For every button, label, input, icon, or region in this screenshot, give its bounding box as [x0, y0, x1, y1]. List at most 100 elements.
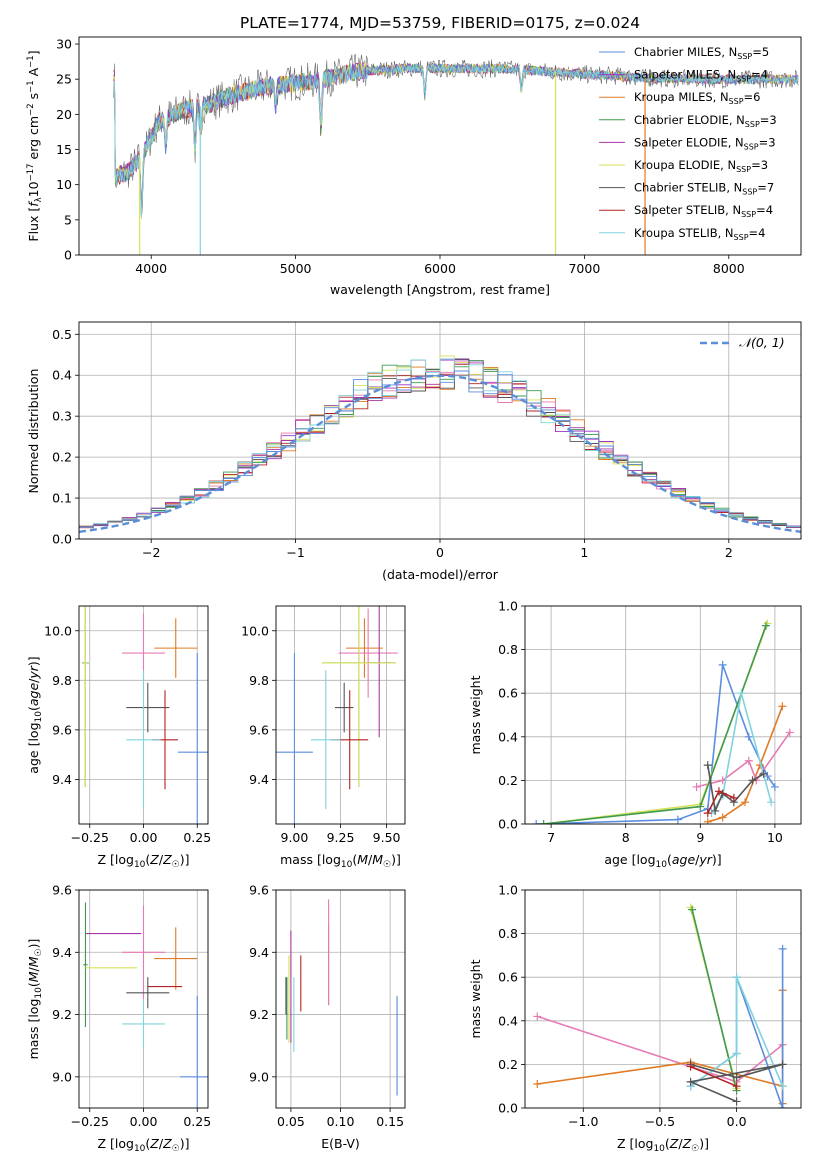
y-tick-label: 9.6 [52, 883, 72, 898]
weight-marker [533, 1012, 542, 1021]
x-tick-label: 0.15 [376, 1114, 404, 1129]
weight-marker [692, 782, 701, 791]
weight-marker [686, 1062, 695, 1071]
y-tick-label: 0.4 [52, 368, 72, 383]
y-tick-label: 9.4 [249, 945, 269, 960]
weight-marker [732, 1073, 741, 1082]
x-tick-label: −0.5 [645, 1114, 675, 1129]
weight-line-chabrier_elodie [691, 909, 738, 1091]
legend-entry: Kroupa ELODIE, NSSP=3 [634, 158, 768, 174]
weight-marker [732, 1082, 741, 1091]
x-tick-label: 9.50 [373, 830, 401, 845]
weight_vs_Z-series [533, 903, 787, 1108]
weight_vs_Z-ylabel: mass weight [468, 959, 483, 1038]
y-tick-label: 25 [56, 72, 72, 87]
x-tick-label: 6000 [424, 261, 456, 276]
weight-marker [533, 1080, 542, 1089]
y-tick-label: 9.4 [249, 772, 269, 787]
plot-frame [78, 605, 209, 825]
figure-title: PLATE=1774, MJD=53759, FIBERID=0175, z=0… [240, 14, 640, 32]
y-tick-label: 0.2 [498, 773, 518, 788]
weight-marker [778, 1060, 787, 1069]
weight-marker [761, 621, 770, 630]
weight-marker [714, 787, 723, 796]
y-tick-label: 9.8 [52, 673, 72, 688]
y-tick-label: 9.6 [249, 883, 269, 898]
x-tick-label: 1 [580, 545, 588, 560]
x-tick-label: −1 [286, 545, 304, 560]
legend-entry: Chabrier ELODIE, NSSP=3 [634, 113, 777, 129]
weight_vs_age-ylabel: mass weight [468, 675, 483, 754]
y-tick-label: 0.8 [498, 926, 518, 941]
spectrum-line-chabrier_miles [113, 63, 799, 214]
y-tick-label: 10 [56, 177, 72, 192]
y-tick-label: 1.0 [498, 883, 518, 898]
y-tick-label: 0.4 [498, 1013, 518, 1028]
weight-marker [686, 1077, 695, 1086]
y-tick-label: 20 [56, 107, 72, 122]
y-tick-label: 0.6 [498, 686, 518, 701]
weight-marker [785, 728, 794, 737]
weight-vs-Z-xlabel: Z [log10(Z/Z☉)] [617, 1136, 709, 1154]
plot-frame [78, 36, 802, 256]
x-tick-label: −2 [142, 545, 160, 560]
age-vs-Z-xlabel: Z [log10(Z/Z☉)] [97, 852, 189, 870]
weight-marker [759, 769, 768, 778]
y-tick-label: 10.0 [241, 623, 269, 638]
residuals-panel: −2 −1 0 1 2 0.0 0.1 0.2 0.3 0.4 0.5 𝒩(0, 1) (data-mo… [26, 321, 802, 582]
x-tick-label: 0.00 [130, 830, 158, 845]
plot-frame [78, 321, 802, 540]
plot-frame [275, 605, 406, 825]
y-tick-label: 0.2 [52, 450, 72, 465]
weight-marker [532, 820, 541, 824]
plot-frame [524, 605, 802, 825]
weight-line-salpeter_stelib [690, 1065, 737, 1087]
weight-marker [737, 689, 746, 698]
legend-entry: Kroupa MILES, NSSP=6 [634, 90, 760, 106]
plot-frame [78, 889, 209, 1109]
y-tick-label: 9.0 [249, 1069, 269, 1084]
x-tick-label: 7000 [568, 261, 600, 276]
legend-entry: Salpeter MILES, NSSP=4 [634, 68, 768, 84]
mass_vs_Z-points [83, 902, 208, 1108]
plot-frame [275, 889, 406, 1109]
weight-line-chabrier_elodie [543, 625, 767, 824]
weight-marker [696, 802, 705, 811]
y-tick-label: 9.0 [52, 1069, 72, 1084]
weight-marker [539, 820, 548, 824]
x-tick-label: 9 [696, 830, 704, 845]
y-tick-label: 0.0 [52, 532, 72, 547]
weight-line-kroupa_stelib [690, 976, 784, 1087]
spectrum-panel: 4000 5000 6000 7000 8000 0 5 10 15 20 25 30 waveleng… [26, 36, 802, 297]
weight-marker [711, 806, 720, 815]
y-tick-label: 15 [56, 142, 72, 157]
x-tick-label: 0.25 [183, 830, 211, 845]
x-tick-label: 0.0 [727, 1114, 747, 1129]
x-tick-label: −1.0 [568, 1114, 598, 1129]
weight-marker [778, 944, 787, 953]
weight-marker [767, 798, 776, 807]
spectrum-legend: Chabrier MILES, NSSP=5 Salpeter MILES, NS… [599, 45, 777, 242]
weight-marker [703, 761, 712, 770]
age_vs_Z-points [82, 606, 208, 824]
legend-entry: Salpeter ELODIE, NSSP=3 [634, 135, 776, 151]
legend-entry: Chabrier STELIB, NSSP=7 [634, 181, 774, 197]
residuals-xlabel: (data-model)/error [382, 567, 499, 582]
x-tick-label: 0.00 [130, 1114, 158, 1129]
spectrum-xlabel: wavelength [Angstrom, rest frame] [330, 282, 550, 297]
weight-marker [718, 813, 727, 822]
age-vs-Z-ylabel: age [log10(age/yr)] [26, 656, 44, 773]
age_vs_mass-panel: 9.00 9.25 9.50 9.4 9.6 9.8 10.0 mass [log10(M/M… [241, 605, 406, 870]
weight-marker [703, 817, 712, 824]
x-tick-label: 0.10 [327, 1114, 355, 1129]
weight-marker [732, 973, 741, 982]
weight-marker [673, 815, 682, 824]
mass_vs_Z-panel: −0.25 0.00 0.25 9.0 9.2 9.4 9.6 Z [log10(Z/Z☉)]… [26, 883, 211, 1155]
x-tick-label: 4000 [135, 261, 167, 276]
weight-marker [744, 732, 753, 741]
y-tick-label: 0.5 [52, 327, 72, 342]
age-vs-mass-xlabel: mass [log10(M/M☉)] [280, 852, 401, 870]
x-tick-label: 0.05 [277, 1114, 305, 1129]
weight-marker [770, 782, 779, 791]
weight-marker [703, 809, 712, 818]
